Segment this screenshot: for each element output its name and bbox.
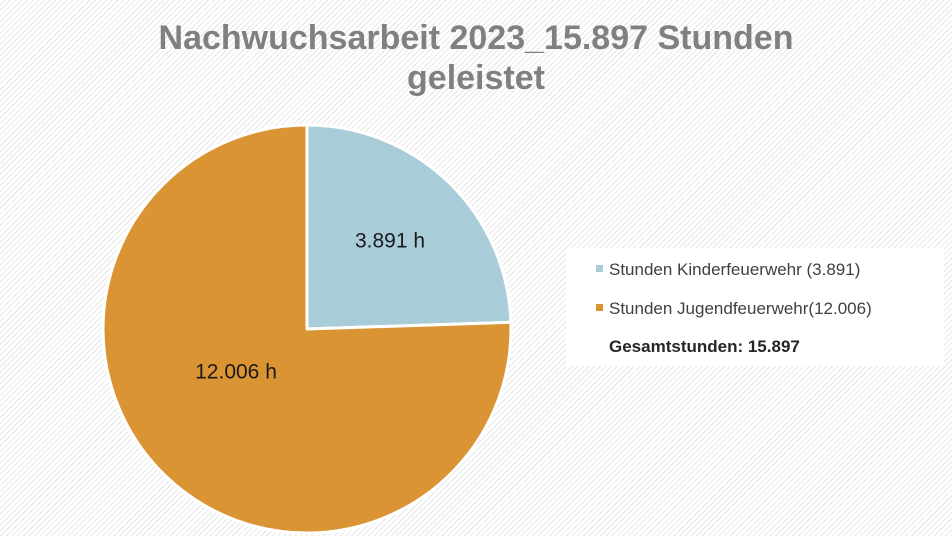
chart-title-line-2: geleistet: [407, 59, 545, 97]
legend-label-kinderfeuerwehr: Stunden Kinderfeuerwehr (3.891): [609, 260, 861, 279]
legend-item-gesamtstunden: Gesamtstunden: 15.897: [596, 335, 800, 359]
pie-slice-jugendfeuerwehr: [101, 123, 513, 535]
legend-swatch-kinderfeuerwehr: [596, 265, 603, 273]
legend-item-jugendfeuerwehr: Stunden Jugendfeuerwehr(12.006): [596, 297, 872, 321]
chart-title-line-1: Nachwuchsarbeit 2023_15.897 Stunden: [158, 19, 794, 57]
data-label-jugendfeuerwehr: 12.006 h: [195, 361, 277, 384]
chart-legend: Stunden Kinderfeuerwehr (3.891) Stunden …: [566, 248, 944, 366]
legend-item-kinderfeuerwehr: Stunden Kinderfeuerwehr (3.891): [596, 258, 860, 282]
legend-swatch-jugendfeuerwehr: [596, 304, 603, 312]
data-label-kinderfeuerwehr: 3.891 h: [355, 230, 425, 253]
chart-title: Nachwuchsarbeit 2023_15.897 Stunden gele…: [0, 18, 952, 98]
legend-label-gesamtstunden: Gesamtstunden: 15.897: [609, 337, 800, 356]
legend-swatch-gesamtstunden: [596, 342, 603, 350]
legend-label-jugendfeuerwehr: Stunden Jugendfeuerwehr(12.006): [609, 299, 872, 318]
pie-slice-kinderfeuerwehr: [305, 123, 513, 331]
